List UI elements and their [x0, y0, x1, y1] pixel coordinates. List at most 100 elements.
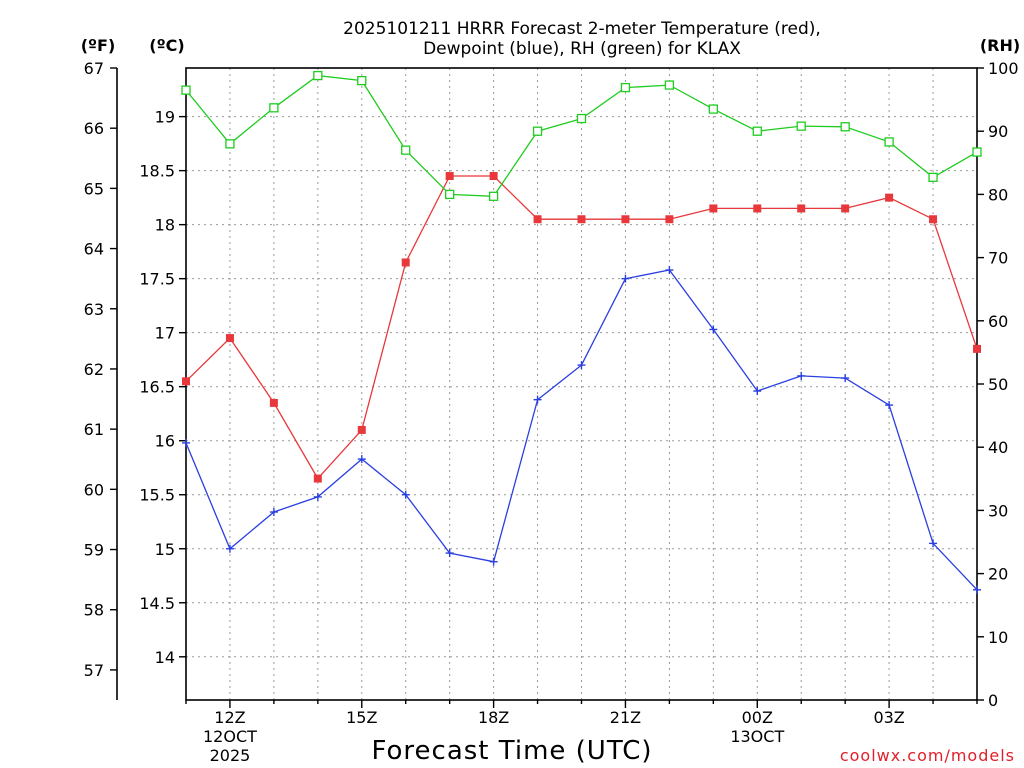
axes-layer: 57 58 59 60 61 62 63 64 65 66 67 14 14.5 15 15.5 16 16.5… — [84, 59, 1019, 765]
temperature-point — [709, 204, 718, 213]
celsius-tick-label: 17.5 — [139, 270, 175, 289]
rh-point — [576, 113, 587, 124]
x-tick-date-label: 13OCT — [730, 727, 784, 746]
temperature-point — [885, 193, 894, 202]
celsius-tick-label: 17 — [155, 324, 175, 343]
x-tick-label: 00Z — [742, 708, 773, 727]
chart-title-line1: 2025101211 HRRR Forecast 2-meter Tempera… — [343, 19, 821, 39]
rh-tick-label: 50 — [988, 375, 1008, 394]
rh-point — [972, 147, 982, 157]
temperature-point — [929, 215, 938, 224]
temperature-point — [841, 204, 850, 213]
rh-tick-label: 60 — [988, 312, 1008, 331]
fahrenheit-tick-label: 65 — [84, 179, 104, 198]
dewpoint-point — [753, 387, 762, 396]
temperature-point — [753, 204, 762, 213]
celsius-tick-label: 16 — [155, 432, 175, 451]
dewpoint-point — [445, 549, 454, 558]
temperature-point — [665, 215, 674, 224]
rh-point — [269, 103, 279, 113]
temperature-point — [797, 204, 806, 213]
rh-point — [796, 121, 806, 131]
fahrenheit-tick-label: 59 — [84, 541, 104, 560]
plot-frame — [185, 67, 978, 701]
rh-point — [401, 145, 411, 155]
rh-tick-label: 80 — [988, 185, 1008, 204]
fahrenheit-tick-label: 58 — [84, 601, 104, 620]
rh-point — [532, 126, 543, 136]
x-tick-label: 15Z — [346, 708, 377, 727]
rh-point — [708, 104, 718, 114]
temperature-point — [269, 398, 278, 407]
dewpoint-point — [709, 325, 718, 334]
temperature-point — [357, 425, 366, 434]
rh-point — [664, 80, 675, 90]
celsius-tick-label: 14 — [155, 648, 175, 667]
dewpoint-point — [269, 508, 278, 517]
fahrenheit-tick-label: 62 — [84, 360, 104, 379]
grid-layer — [186, 68, 977, 700]
celsius-tick-label: 15 — [155, 540, 175, 559]
celsius-tick-label: 14.5 — [139, 594, 175, 613]
dewpoint-point — [401, 490, 410, 499]
celsius-unit-label: (ºC) — [149, 36, 184, 55]
x-tick-label: 03Z — [873, 708, 904, 727]
temperature-point — [313, 474, 322, 483]
rh-point — [445, 189, 455, 200]
fahrenheit-tick-label: 64 — [84, 240, 104, 259]
celsius-tick-label: 15.5 — [139, 486, 175, 505]
dewpoint-point — [313, 492, 322, 501]
dewpoint-point — [357, 455, 366, 464]
x-tick-label: 12Z — [214, 708, 245, 727]
dewpoint-point — [841, 374, 850, 383]
rh-point — [752, 126, 762, 136]
x-tick-label: 21Z — [610, 708, 641, 727]
temperature-point — [445, 172, 454, 181]
x-tick-label: 18Z — [478, 708, 509, 727]
temperature-point — [401, 258, 410, 267]
x-tick-date-label: 12OCT — [203, 727, 257, 746]
rh-tick-label: 70 — [988, 249, 1008, 268]
temperature-point — [489, 172, 498, 181]
series-layer — [181, 70, 982, 594]
x-axis-title: Forecast Time (UTC) — [371, 736, 652, 766]
rh-point — [181, 85, 191, 95]
rh-point — [884, 137, 894, 147]
x-tick-year-label: 2025 — [210, 746, 251, 765]
rh-tick-label: 100 — [988, 59, 1019, 78]
fahrenheit-tick-label: 61 — [84, 420, 104, 439]
celsius-tick-label: 18 — [155, 216, 175, 235]
dewpoint-point — [885, 401, 894, 410]
rh-point — [225, 139, 235, 149]
temperature-point — [621, 215, 630, 224]
rh-point — [928, 172, 938, 182]
temperature-point — [973, 344, 981, 353]
dewpoint-point — [621, 274, 630, 283]
credit-text: coolwx.com/models — [840, 746, 1015, 765]
fahrenheit-tick-label: 67 — [84, 59, 104, 78]
celsius-tick-label: 19 — [155, 108, 175, 127]
rh-tick-label: 0 — [988, 691, 998, 710]
dewpoint-point — [533, 395, 542, 404]
rh-point — [620, 82, 631, 93]
dewpoint-point — [225, 544, 234, 553]
fahrenheit-unit-label: (ºF) — [81, 36, 116, 55]
fahrenheit-tick-label: 63 — [84, 300, 104, 319]
chart-title-line2: Dewpoint (blue), RH (green) for KLAX — [423, 39, 741, 59]
rh-tick-label: 20 — [988, 565, 1008, 584]
rh-unit-label: (RH) — [980, 36, 1020, 55]
rh-point — [488, 191, 499, 201]
rh-tick-label: 10 — [988, 628, 1008, 647]
dewpoint-point — [577, 361, 586, 370]
celsius-tick-label: 16.5 — [139, 378, 175, 397]
rh-tick-label: 90 — [988, 122, 1008, 141]
temperature-point — [182, 377, 190, 386]
rh-point — [313, 70, 323, 81]
dewpoint-point — [797, 371, 806, 380]
fahrenheit-tick-label: 57 — [84, 661, 104, 680]
dewpoint-point — [182, 438, 190, 447]
rh-tick-label: 30 — [988, 501, 1008, 520]
rh-tick-label: 40 — [988, 438, 1008, 457]
